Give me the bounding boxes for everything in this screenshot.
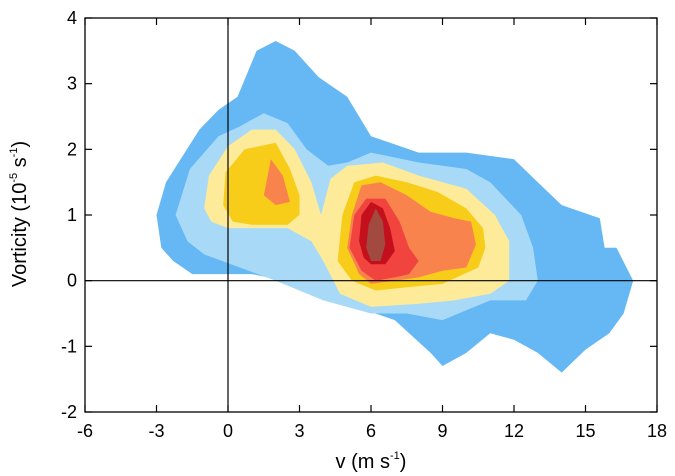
- reference-lines: [85, 18, 657, 412]
- x-tick-label: 3: [294, 421, 304, 441]
- y-axis-title-close: ): [9, 141, 31, 148]
- contour-level-4-region-1: [223, 142, 300, 225]
- contour-layers: [156, 41, 634, 373]
- x-tick-labels: -6 -3 0 3 6 9 12 15 18: [77, 421, 667, 441]
- x-tick-label: -3: [148, 421, 164, 441]
- x-tick-label: -6: [77, 421, 93, 441]
- y-axis-title-text: Vorticity (10: [9, 183, 31, 287]
- y-axis-title-sup1: -5: [8, 173, 20, 183]
- y-tick-labels: -2 -1 0 1 2 3 4: [61, 8, 77, 422]
- x-tick-label: 18: [647, 421, 667, 441]
- x-axis-title: v (m s-1): [336, 450, 407, 473]
- y-axis-title: Vorticity (10-5 s-1): [8, 141, 31, 287]
- y-tick-label: 2: [67, 139, 77, 159]
- y-tick-label: -1: [61, 336, 77, 356]
- x-tick-label: 0: [223, 421, 233, 441]
- y-axis-title-sup2: -1: [8, 148, 20, 158]
- x-tick-label: 15: [575, 421, 595, 441]
- x-tick-label: 6: [366, 421, 376, 441]
- contour-level-8-region-1: [366, 208, 386, 261]
- y-tick-label: 1: [67, 205, 77, 225]
- y-axis-title-mid: s: [9, 157, 31, 173]
- contour-level-5-region-1: [263, 159, 290, 206]
- x-tick-label: 12: [504, 421, 524, 441]
- y-tick-label: 3: [67, 74, 77, 94]
- y-tick-label: -2: [61, 402, 77, 422]
- x-axis-title-text: v (m s: [336, 451, 390, 473]
- y-tick-label: 4: [67, 8, 77, 28]
- x-axis-title-close: ): [400, 451, 407, 473]
- x-axis-title-sup: -1: [390, 450, 400, 462]
- x-tick-label: 9: [437, 421, 447, 441]
- axis-ticks: [84, 17, 658, 413]
- y-tick-label: 0: [67, 271, 77, 291]
